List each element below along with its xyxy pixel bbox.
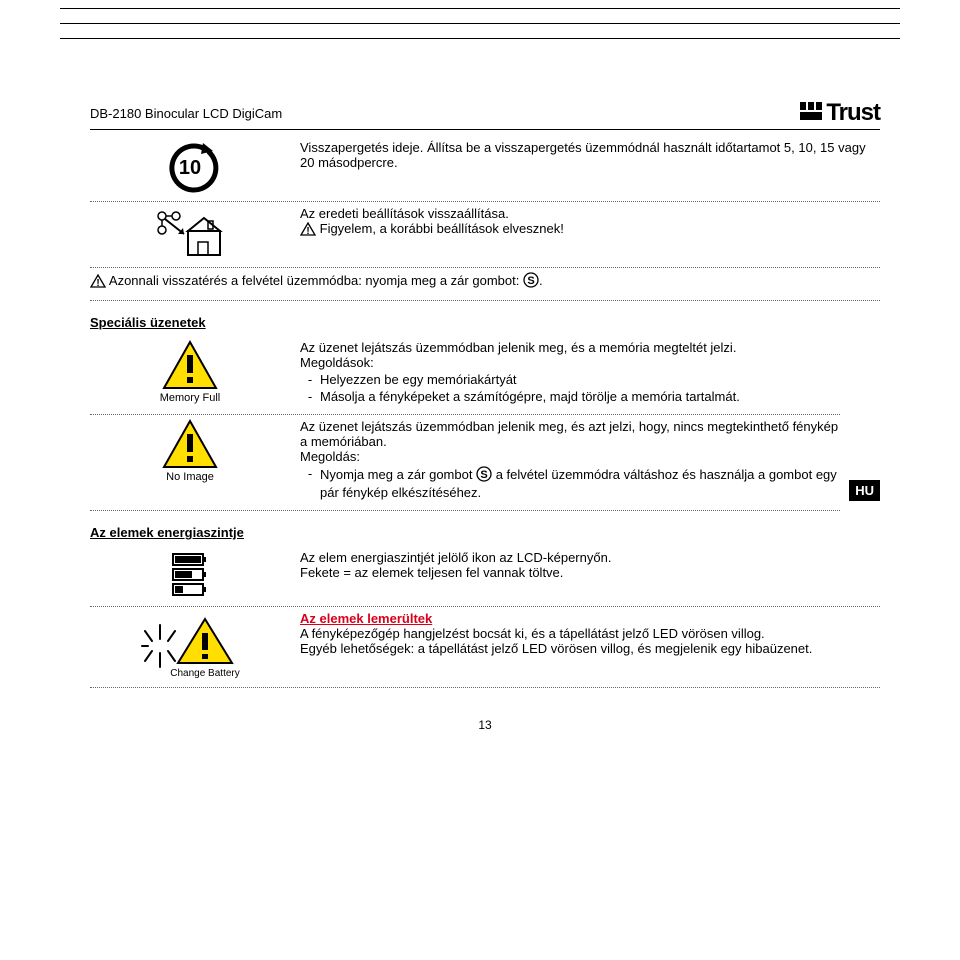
no-image-desc: Az üzenet lejátszás üzemmódban jelenik m… xyxy=(300,419,840,449)
battery-level-title: Az elemek energiaszintje xyxy=(90,525,880,540)
no-image-solution-title: Megoldás: xyxy=(300,449,840,464)
solution-item: Másolja a fényképeket a számítógépre, ma… xyxy=(320,389,740,404)
svg-text:S: S xyxy=(527,275,534,287)
low-battery-desc2: Egyéb lehetőségek: a tápellátást jelző L… xyxy=(300,641,880,656)
logo-blocks-icon xyxy=(800,99,822,127)
reset-icon xyxy=(90,206,290,261)
page-number: 13 xyxy=(90,718,880,732)
special-messages-title: Speciális üzenetek xyxy=(90,315,880,330)
row-memory-full: Memory Full Az üzenet lejátszás üzemmódb… xyxy=(90,336,840,415)
top-rule-lines xyxy=(0,0,960,79)
memory-full-desc: Az üzenet lejátszás üzemmódban jelenik m… xyxy=(300,340,840,355)
language-badge: HU xyxy=(849,480,880,501)
row-no-image: No Image Az üzenet lejátszás üzemmódban … xyxy=(90,415,840,511)
row-timer: 10 Visszapergetés ideje. Állítsa be a vi… xyxy=(90,136,880,202)
no-image-text: Az üzenet lejátszás üzemmódban jelenik m… xyxy=(290,419,840,504)
instant-text-before: Azonnali visszatérés a felvétel üzemmódb… xyxy=(109,273,523,288)
logo-text: Trust xyxy=(826,99,880,127)
page-content: DB-2180 Binocular LCD DigiCam Trust 10 V… xyxy=(0,79,960,762)
svg-text:Change Battery: Change Battery xyxy=(170,668,240,679)
reset-line2: ! Figyelem, a korábbi beállítások elvesz… xyxy=(300,221,880,239)
brand-logo: Trust xyxy=(800,99,880,127)
battery-level-text: Az elem energiaszintjét jelölő ikon az L… xyxy=(290,550,880,580)
memory-full-solutions: -Helyezzen be egy memóriakártyát -Másolj… xyxy=(300,372,840,404)
solution-item: Helyezzen be egy memóriakártyát xyxy=(320,372,517,387)
instant-text-after: . xyxy=(539,273,543,288)
reset-line1: Az eredeti beállítások visszaállítása. xyxy=(300,206,880,221)
svg-text:!: ! xyxy=(96,278,99,288)
battery-desc2: Fekete = az elemek teljesen fel vannak t… xyxy=(300,565,880,580)
document-title: DB-2180 Binocular LCD DigiCam xyxy=(90,106,282,121)
low-battery-text: Az elemek lemerültek A fényképezőgép han… xyxy=(290,611,880,656)
row-low-battery: Change Battery Az elemek lemerültek A fé… xyxy=(90,607,880,688)
warning-triangle-icon: ! xyxy=(300,222,316,239)
no-image-label: No Image xyxy=(166,471,214,483)
no-image-solutions: - Nyomja meg a zár gombot S a felvétel ü… xyxy=(300,466,840,500)
shutter-s-icon: S xyxy=(523,272,539,291)
svg-text:S: S xyxy=(480,469,487,481)
special-messages-block: Memory Full Az üzenet lejátszás üzemmódb… xyxy=(90,336,880,511)
svg-text:!: ! xyxy=(306,226,309,236)
memory-full-icon: Memory Full xyxy=(90,340,290,404)
warning-triangle-icon: ! xyxy=(90,274,106,291)
no-image-icon: No Image xyxy=(90,419,290,483)
timer-text: Visszapergetés ideje. Állítsa be a vissz… xyxy=(290,140,880,170)
row-instant-return: ! Azonnali visszatérés a felvétel üzemmó… xyxy=(90,268,880,301)
battery-level-icon xyxy=(90,550,290,600)
battery-desc1: Az elem energiaszintjét jelölő ikon az L… xyxy=(300,550,880,565)
memory-full-text: Az üzenet lejátszás üzemmódban jelenik m… xyxy=(290,340,840,408)
low-battery-title: Az elemek lemerültek xyxy=(300,611,880,626)
svg-text:10: 10 xyxy=(179,157,201,179)
reset-warning-text: Figyelem, a korábbi beállítások elveszne… xyxy=(320,221,564,236)
page-header: DB-2180 Binocular LCD DigiCam Trust xyxy=(90,99,880,130)
language-badge-wrap: HU xyxy=(840,336,880,511)
memory-full-label: Memory Full xyxy=(160,392,221,404)
shutter-s-icon: S xyxy=(476,466,492,485)
memory-full-solutions-title: Megoldások: xyxy=(300,355,840,370)
solution-item: Nyomja meg a zár gombot S a felvétel üze… xyxy=(320,466,840,500)
row-reset: Az eredeti beállítások visszaállítása. !… xyxy=(90,202,880,268)
low-battery-icon: Change Battery xyxy=(90,611,290,681)
low-battery-desc1: A fényképezőgép hangjelzést bocsát ki, é… xyxy=(300,626,880,641)
row-battery-level: Az elem energiaszintjét jelölő ikon az L… xyxy=(90,546,880,607)
reset-text: Az eredeti beállítások visszaállítása. !… xyxy=(290,206,880,239)
timer-icon: 10 xyxy=(90,140,290,195)
